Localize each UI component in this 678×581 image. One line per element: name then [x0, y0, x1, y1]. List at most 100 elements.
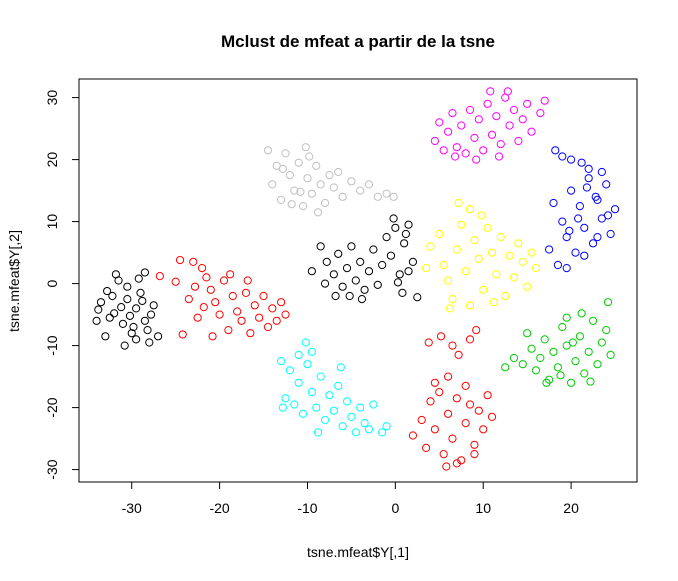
data-point: [325, 171, 334, 180]
data-point: [430, 425, 439, 434]
data-point: [452, 245, 461, 254]
data-point: [523, 329, 532, 338]
data-point: [92, 316, 101, 325]
data-point: [393, 278, 403, 287]
data-point: [443, 372, 453, 381]
data-point: [465, 205, 475, 214]
x-tick-label: -20: [209, 500, 229, 516]
data-point: [470, 450, 479, 459]
data-point: [588, 239, 598, 248]
data-point: [357, 295, 367, 304]
data-point: [518, 257, 527, 266]
data-point: [435, 229, 444, 239]
data-point: [588, 316, 598, 325]
data-point: [224, 326, 233, 335]
data-point: [562, 313, 571, 322]
data-point: [479, 146, 488, 155]
data-point: [401, 229, 410, 239]
data-point: [430, 378, 439, 387]
series-8: [545, 146, 620, 273]
data-point: [215, 310, 224, 319]
data-point: [465, 400, 475, 409]
data-point: [574, 214, 583, 223]
data-point: [199, 303, 208, 312]
data-point: [149, 301, 158, 310]
data-point: [591, 192, 600, 201]
data-point: [584, 174, 593, 183]
data-point: [369, 400, 378, 409]
data-point: [364, 180, 374, 189]
data-point: [531, 264, 541, 273]
y-axis: -30 -20 -10 0 10 20 30: [44, 90, 80, 480]
data-point: [465, 105, 475, 115]
data-point: [268, 304, 277, 313]
data-point: [373, 192, 382, 201]
data-point: [155, 272, 164, 281]
data-point: [307, 189, 316, 198]
data-point: [575, 332, 584, 341]
x-tick-label: -30: [122, 500, 142, 516]
data-point: [356, 403, 365, 412]
data-point: [184, 295, 193, 304]
data-point: [255, 313, 264, 322]
data-point: [580, 251, 589, 260]
data-point: [558, 152, 567, 161]
data-point: [281, 310, 290, 319]
data-point: [593, 360, 602, 369]
data-point: [108, 291, 117, 301]
data-point: [111, 270, 121, 279]
x-tick-label: 20: [563, 500, 579, 516]
series-3: [408, 326, 497, 471]
data-point: [342, 397, 352, 406]
data-point: [448, 109, 457, 118]
x-tick-label: -10: [297, 500, 317, 516]
data-point: [301, 143, 310, 152]
data-point: [298, 202, 308, 211]
data-point: [518, 115, 527, 124]
data-point: [146, 310, 156, 319]
series-6: [430, 87, 549, 164]
data-point: [263, 322, 273, 332]
data-point: [320, 279, 330, 288]
data-point: [558, 322, 567, 332]
data-point: [285, 171, 294, 180]
y-tick-label: -30: [44, 459, 60, 479]
data-point: [351, 428, 360, 437]
data-point: [117, 303, 126, 312]
data-point: [575, 202, 584, 211]
data-point: [451, 152, 460, 161]
y-tick-label: 30: [44, 90, 60, 106]
data-point: [268, 180, 277, 189]
data-point: [294, 350, 303, 359]
data-point: [369, 245, 378, 254]
data-point: [118, 319, 128, 328]
data-point: [334, 249, 343, 258]
data-point: [281, 149, 290, 158]
data-point: [487, 130, 497, 139]
data-point: [610, 205, 620, 214]
data-point: [226, 270, 235, 279]
data-point: [278, 403, 287, 412]
data-point: [101, 332, 110, 341]
data-point: [527, 127, 536, 136]
data-point: [577, 158, 586, 167]
data-point: [307, 388, 316, 397]
data-point: [145, 338, 154, 347]
data-point: [351, 276, 360, 285]
data-points: [92, 87, 620, 471]
data-point: [303, 174, 312, 183]
data-point: [486, 87, 495, 96]
data-point: [439, 260, 448, 270]
data-point: [474, 254, 483, 263]
series-9: [501, 298, 615, 387]
data-point: [345, 291, 354, 301]
data-point: [501, 291, 510, 301]
data-point: [303, 360, 312, 369]
data-point: [582, 183, 592, 192]
data-point: [448, 295, 457, 304]
data-point: [452, 394, 461, 403]
data-point: [136, 288, 145, 297]
data-point: [470, 133, 479, 142]
data-point: [474, 115, 483, 124]
data-point: [556, 371, 565, 380]
